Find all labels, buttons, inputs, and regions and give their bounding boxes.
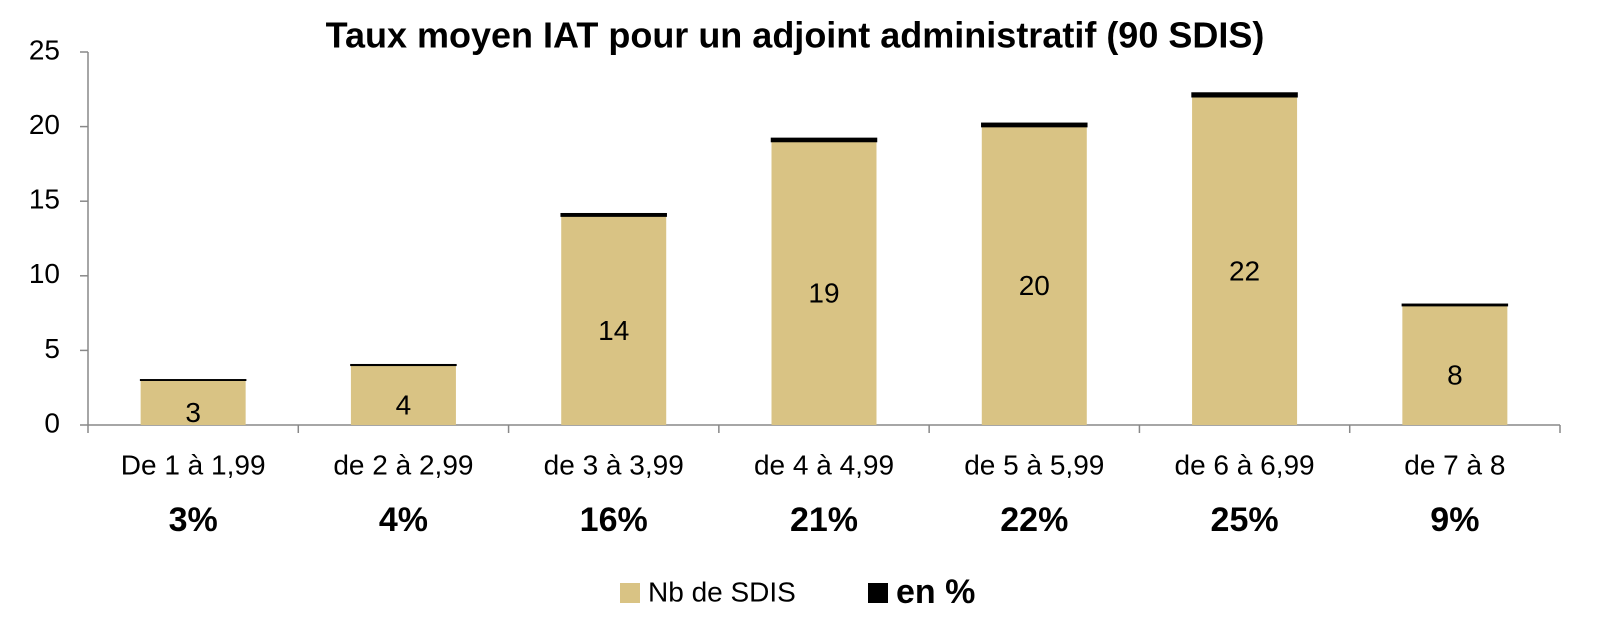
data-label: 3% [169,501,218,539]
bar-segment [770,137,878,143]
data-label: 16% [580,501,648,539]
bar-segment [1402,305,1508,425]
bar-segment [560,212,667,217]
bar-segment [561,216,667,425]
x-tick-label: de 5 à 5,99 [964,449,1104,480]
y-tick-label: 10 [29,258,60,289]
data-label: 25% [1211,501,1279,539]
legend-swatch [620,583,640,603]
y-tick-label: 20 [29,109,60,140]
bar-segment [1192,96,1298,425]
bar-segment [981,122,1088,128]
x-tick-label: de 2 à 2,99 [333,449,473,480]
chart-title: Taux moyen IAT pour un adjoint administr… [326,15,1265,56]
legend-swatch [868,583,888,603]
bar-segment [350,365,456,425]
bar-segment [771,141,877,425]
x-tick-label: De 1 à 1,99 [121,449,266,480]
bar-segment [350,363,457,367]
x-tick-label: de 7 à 8 [1404,449,1505,480]
data-label: 4% [379,501,428,539]
data-label: 21% [790,501,858,539]
x-tick-label: de 3 à 3,99 [544,449,684,480]
legend-label: en % [896,573,975,611]
y-tick-label: 0 [44,407,60,438]
bar-segment [1191,92,1298,98]
data-label: 19 [808,278,839,309]
data-label: 4 [396,390,412,421]
y-tick-label: 5 [44,333,60,364]
data-label: 3 [185,397,201,428]
data-label: 22 [1229,255,1260,286]
x-tick-label: de 4 à 4,99 [754,449,894,480]
data-label: 8 [1447,360,1463,391]
data-label: 14 [598,315,629,346]
bar-segment [1401,303,1509,307]
legend-label: Nb de SDIS [648,576,796,607]
data-label: 9% [1430,501,1479,539]
y-tick-label: 25 [29,34,60,65]
x-tick-label: de 6 à 6,99 [1175,449,1315,480]
data-label: 20 [1019,270,1050,301]
y-tick-label: 15 [29,184,60,215]
bar-segment [140,380,246,425]
bar-segment [981,126,1087,425]
data-label: 22% [1000,501,1068,539]
